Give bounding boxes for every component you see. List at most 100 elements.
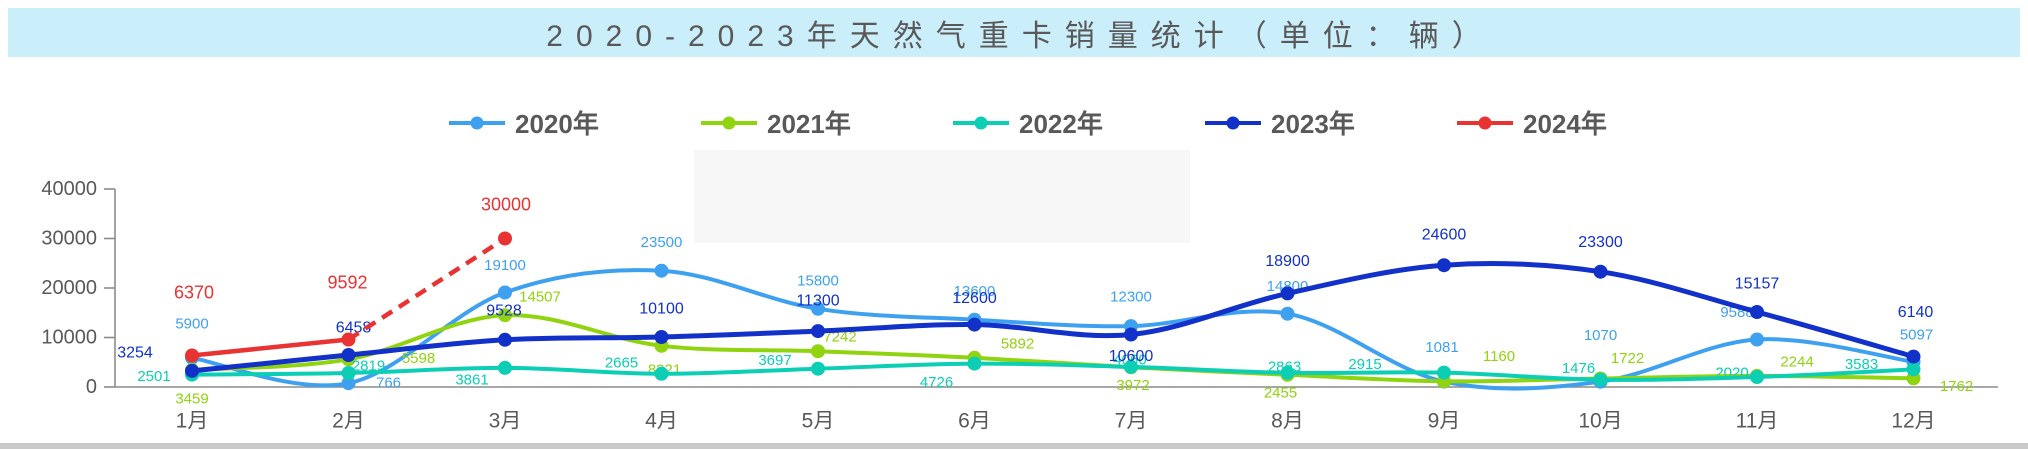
series-2022-line	[190, 361, 1916, 382]
x-tick-label: 6月	[958, 410, 991, 433]
series-2022-data-label: 3583	[1845, 356, 1878, 373]
series-2024-line-solid	[191, 337, 349, 358]
series-2023-data-point[interactable]	[185, 363, 199, 378]
series-2023-data-point[interactable]	[1906, 349, 1921, 364]
x-tick-label: 10月	[1578, 410, 1622, 433]
legend-label: 2023年	[1271, 109, 1355, 139]
x-tick-label: 9月	[1428, 410, 1461, 433]
series-2022-data-label: 3697	[758, 352, 791, 369]
series-2021-data-label: 14507	[519, 289, 561, 306]
series-2020-data-label: 13600	[954, 283, 996, 300]
series-2021-data-label: 1160	[1483, 348, 1515, 365]
series-2023-data-point[interactable]	[1593, 264, 1608, 279]
series-2023-data-label: 6458	[336, 320, 372, 337]
series-2020-data-point[interactable]	[1750, 332, 1764, 347]
series-2022-data-point[interactable]	[1593, 372, 1608, 387]
series-2024-data-point[interactable]	[341, 332, 356, 347]
series-2022-data-label: 4726	[920, 374, 953, 391]
series-2023-data-label: 6140	[1898, 304, 1934, 321]
series-2022-data-point[interactable]	[1124, 359, 1138, 374]
series-2023-data-point[interactable]	[1280, 286, 1295, 301]
series-2023-data-label: 10100	[639, 301, 684, 318]
series-2021-data-label: 2244	[1780, 353, 1813, 370]
series-2020-data-point[interactable]	[498, 285, 512, 300]
y-tick-label: 10000	[41, 327, 97, 349]
legend-line-marker-icon	[1457, 116, 1513, 129]
legend-label: 2022年	[1019, 109, 1103, 139]
series-2022-data-point[interactable]	[498, 360, 512, 375]
series-2021-data-label: 3972	[1116, 377, 1149, 394]
series-2023-data-point[interactable]	[341, 348, 356, 362]
series-2020-data-label: 766	[376, 375, 401, 392]
series-2022-data-point[interactable]	[1906, 362, 1921, 377]
series-2024-line-dashed	[347, 236, 507, 342]
series-2023-data-point[interactable]	[811, 324, 825, 339]
series-2024-data-point[interactable]	[185, 348, 199, 363]
x-tick-label: 8月	[1271, 410, 1304, 433]
series-2023-data-label: 3254	[117, 344, 153, 361]
series-2021-data-label: 5598	[402, 350, 435, 367]
y-tick-label: 40000	[41, 178, 97, 200]
legend-label: 2021年	[767, 109, 851, 139]
legend-item-2022[interactable]: 2022年	[952, 104, 1204, 141]
series-2024-data-label: 30000	[481, 195, 531, 215]
legend-line-marker-icon	[953, 116, 1009, 129]
series-2020-data-point[interactable]	[1280, 306, 1295, 321]
series-2022-data-label: 4060	[1113, 351, 1146, 368]
y-tick-label: 0	[86, 376, 97, 398]
series-2023-data-label: 23300	[1578, 234, 1623, 251]
series-2024-data-point[interactable]	[498, 231, 512, 246]
series-2020-data-label: 12300	[1110, 289, 1152, 306]
series-2021-data-label: 5892	[1001, 335, 1034, 352]
series-2023-data-label: 18900	[1265, 253, 1310, 270]
series-2022-data-point[interactable]	[1437, 365, 1451, 380]
x-tick-label: 1月	[176, 410, 209, 433]
series-2020-data-label: 5900	[175, 315, 208, 332]
series-2020-data-label: 23500	[641, 234, 683, 251]
series-2023-data-point[interactable]	[967, 317, 982, 332]
series-2022-data-point[interactable]	[1750, 370, 1764, 384]
series-2024-data-label: 6370	[174, 283, 214, 303]
series-2021-data-point[interactable]	[811, 344, 825, 359]
watermark-patch	[694, 150, 1190, 243]
x-tick-label: 5月	[802, 410, 835, 433]
series-2023-data-label: 9528	[486, 302, 522, 319]
series-2023-data-point[interactable]	[1124, 327, 1138, 342]
series-2022-data-point[interactable]	[654, 366, 669, 381]
series-2023-data-point[interactable]	[498, 332, 512, 347]
series-2022-data-point[interactable]	[811, 361, 825, 376]
series-2020-data-point[interactable]	[341, 376, 356, 391]
series-2020-data-point[interactable]	[654, 263, 669, 278]
series-2021-data-label: 3459	[175, 390, 208, 407]
series-2022-data-label: 2501	[137, 368, 170, 385]
series-2021-data-label: 1722	[1611, 350, 1644, 367]
series-2022-data-point[interactable]	[1280, 365, 1295, 380]
page-title: 2020-2023年天然气重卡销量统计（单位：辆）	[546, 19, 1495, 53]
legend-item-2021[interactable]: 2021年	[700, 104, 952, 141]
series-2023-data-label: 10600	[1109, 348, 1154, 365]
series-2020-data-label: 1081	[1425, 339, 1458, 356]
series-2022-data-label: 3861	[455, 371, 488, 388]
legend-item-2020[interactable]: 2020年	[448, 104, 700, 141]
x-tick-label: 2月	[332, 410, 365, 433]
series-2023-data-point[interactable]	[1437, 258, 1451, 273]
series-2023-data-point[interactable]	[654, 330, 669, 344]
series-2021-data-point[interactable]	[498, 308, 512, 323]
series-2020-data-label: 19100	[484, 257, 526, 274]
series-2020-data-point[interactable]	[811, 301, 825, 316]
series-2023-data-point[interactable]	[1750, 305, 1764, 319]
series-2022-data-point[interactable]	[341, 366, 356, 380]
series-2022-data-label: 2665	[605, 354, 638, 371]
series-2022-data-label: 2915	[1348, 356, 1381, 373]
title-bar: 2020-2023年天然气重卡销量统计（单位：辆）	[8, 8, 2020, 57]
x-tick-label: 4月	[645, 410, 678, 433]
legend-item-2024[interactable]: 2024年	[1456, 104, 1708, 141]
series-2022-data-label: 1476	[1562, 360, 1595, 377]
series-2020-data-label: 1070	[1584, 327, 1617, 344]
series-2020-data-label: 5097	[1900, 326, 1933, 343]
legend-item-2023[interactable]: 2023年	[1204, 104, 1456, 141]
series-2022-data-point[interactable]	[967, 356, 982, 371]
bottom-strip	[0, 443, 2028, 449]
